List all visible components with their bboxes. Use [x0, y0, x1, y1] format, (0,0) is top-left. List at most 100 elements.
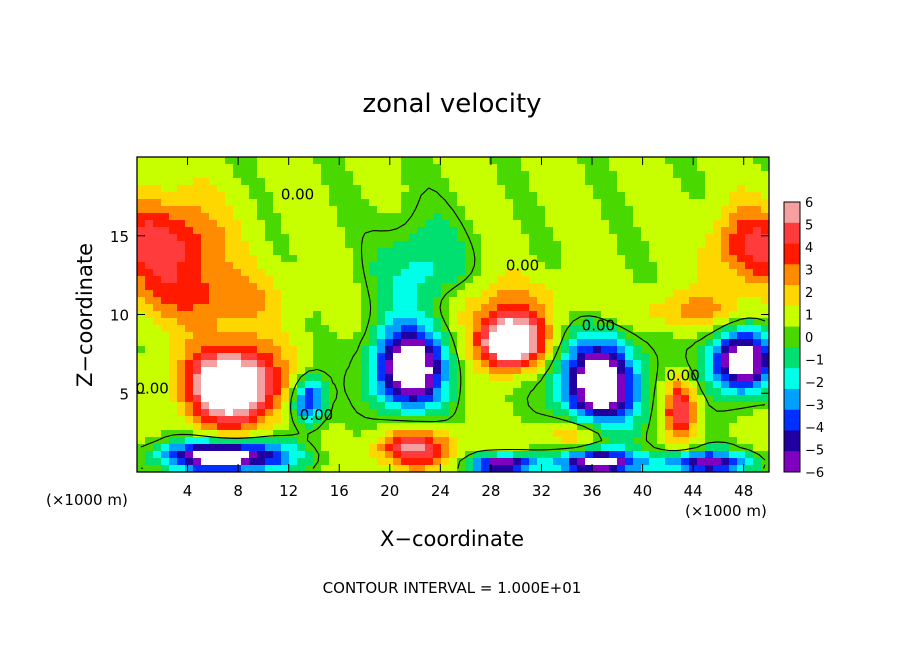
colorbar-swatch: [784, 409, 800, 431]
heatmap-cell: [601, 332, 610, 340]
heatmap-cell: [761, 416, 769, 424]
heatmap-cell: [353, 458, 362, 466]
heatmap-cell: [713, 318, 722, 326]
heatmap-cell: [593, 234, 602, 242]
heatmap-cell: [281, 381, 290, 389]
heatmap-cell: [737, 297, 746, 305]
heatmap-cell: [417, 451, 426, 459]
heatmap-cell: [393, 388, 402, 396]
heatmap-cell: [721, 381, 730, 389]
heatmap-cell: [249, 332, 258, 340]
heatmap-cell: [505, 241, 514, 249]
heatmap-cell: [625, 206, 634, 214]
heatmap-cell: [337, 164, 346, 172]
heatmap-cell: [337, 206, 346, 214]
heatmap-cell: [329, 269, 338, 277]
heatmap-cell: [393, 318, 402, 326]
heatmap-cell: [569, 346, 578, 354]
heatmap-cell: [321, 353, 330, 361]
heatmap-cell: [161, 185, 170, 193]
heatmap-cell: [433, 465, 442, 472]
heatmap-cell: [505, 353, 514, 361]
heatmap-cell: [433, 311, 442, 319]
heatmap-cell: [561, 283, 570, 291]
heatmap-cell: [673, 199, 682, 207]
heatmap-cell: [753, 290, 762, 298]
heatmap-cell: [713, 367, 722, 375]
heatmap-cell: [537, 192, 546, 200]
heatmap-cell: [153, 227, 162, 235]
heatmap-cell: [681, 311, 690, 319]
heatmap-cell: [561, 241, 570, 249]
heatmap-cell: [761, 346, 769, 354]
heatmap-cell: [545, 206, 554, 214]
heatmap-cell: [273, 325, 282, 333]
heatmap-cell: [657, 220, 666, 228]
colorbar-label: −5: [805, 444, 824, 459]
heatmap-cell: [369, 262, 378, 270]
heatmap-cell: [753, 374, 762, 382]
heatmap-cell: [729, 395, 738, 403]
heatmap-cell: [377, 255, 386, 263]
heatmap-cell: [609, 346, 618, 354]
heatmap-cell: [505, 465, 514, 472]
x-tick-label: 36: [582, 482, 601, 500]
heatmap-cell: [729, 178, 738, 186]
heatmap-cell: [513, 451, 522, 459]
heatmap-cell: [457, 297, 466, 305]
heatmap-cell: [649, 227, 658, 235]
heatmap-cell: [321, 178, 330, 186]
heatmap-cell: [201, 430, 210, 438]
heatmap-cell: [305, 171, 314, 179]
colorbar-swatch: [784, 264, 800, 286]
heatmap-cell: [529, 241, 538, 249]
heatmap-cell: [393, 325, 402, 333]
heatmap-cell: [657, 395, 666, 403]
heatmap-cell: [553, 318, 562, 326]
heatmap-cell: [569, 241, 578, 249]
heatmap-cell: [569, 164, 578, 172]
heatmap-cell: [489, 311, 498, 319]
heatmap-cell: [489, 297, 498, 305]
heatmap-cell: [737, 157, 746, 165]
heatmap-cell: [329, 458, 338, 466]
heatmap-cell: [273, 262, 282, 270]
heatmap-cell: [265, 164, 274, 172]
heatmap-cell: [217, 227, 226, 235]
heatmap-cell: [345, 297, 354, 305]
heatmap-cell: [697, 367, 706, 375]
heatmap-cell: [417, 339, 426, 347]
heatmap-cell: [625, 444, 634, 452]
heatmap-cell: [529, 157, 538, 165]
heatmap-cell: [433, 227, 442, 235]
heatmap-cell: [161, 311, 170, 319]
heatmap-cell: [177, 325, 186, 333]
heatmap-cell: [537, 437, 546, 445]
heatmap-cell: [401, 353, 410, 361]
heatmap-cell: [425, 458, 434, 466]
heatmap-cell: [561, 353, 570, 361]
heatmap-cell: [321, 360, 330, 368]
heatmap-cell: [289, 353, 298, 361]
heatmap-cell: [329, 451, 338, 459]
heatmap-cell: [585, 283, 594, 291]
heatmap-cell: [137, 234, 146, 242]
heatmap-cell: [545, 276, 554, 284]
heatmap-cell: [185, 332, 194, 340]
heatmap-cell: [337, 283, 346, 291]
heatmap-cell: [521, 395, 530, 403]
heatmap-cell: [265, 213, 274, 221]
heatmap-cell: [665, 465, 674, 472]
heatmap-cell: [457, 241, 466, 249]
heatmap-cell: [665, 402, 674, 410]
colorbar-label: 1: [805, 309, 813, 324]
heatmap-cell: [297, 332, 306, 340]
heatmap-cell: [353, 465, 362, 472]
heatmap-cell: [601, 178, 610, 186]
chart-title: zonal velocity: [362, 89, 541, 119]
heatmap-cell: [273, 423, 282, 431]
heatmap-cell: [353, 332, 362, 340]
heatmap-cell: [761, 178, 769, 186]
heatmap-cell: [521, 290, 530, 298]
heatmap-cell: [577, 374, 586, 382]
